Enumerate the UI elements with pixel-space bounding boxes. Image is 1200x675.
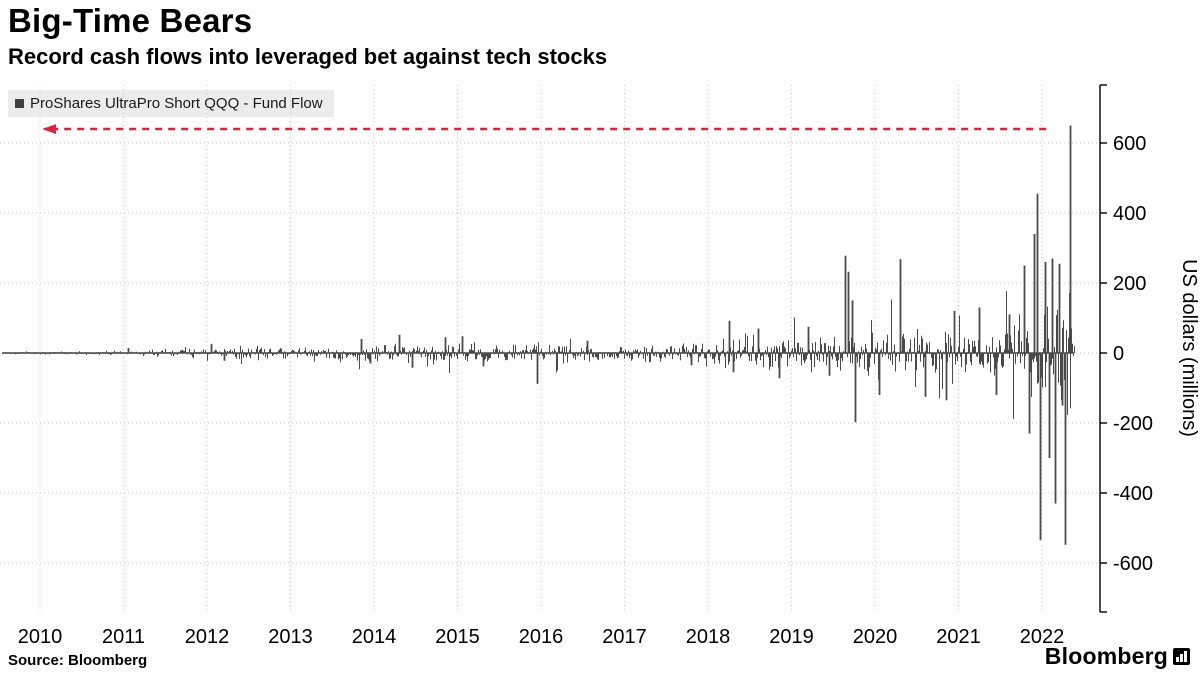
y-tick-label: 600	[1113, 133, 1146, 155]
x-tick-label: 2016	[519, 626, 564, 648]
bloomberg-logo: Bloomberg	[1045, 643, 1190, 670]
bloomberg-logo-text: Bloomberg	[1044, 643, 1168, 669]
x-tick-label: 2011	[102, 626, 145, 648]
x-tick-label: 2015	[435, 626, 480, 648]
source-text: Source: Bloomberg	[8, 652, 148, 669]
chart-subtitle: Record cash flows into leveraged bet aga…	[8, 44, 608, 69]
x-tick-label: 2022	[1020, 626, 1065, 648]
x-tick-label: 2018	[686, 626, 731, 648]
chart-title: Big-Time Bears	[8, 2, 253, 39]
bars	[2, 125, 1075, 545]
x-axis-labels: 2010 2011 2012 2013 2014 2015 2016 2017 2018 2019…	[18, 626, 1065, 648]
bar-series-path	[2, 291, 1075, 419]
x-tick-label: 2010	[18, 626, 63, 648]
x-tick-label: 2012	[185, 626, 230, 648]
x-tick-label: 2020	[853, 626, 898, 648]
notable-bars-path	[127, 125, 1072, 545]
x-tick-label: 2013	[268, 626, 313, 648]
bloomberg-logo-icon	[1173, 648, 1190, 665]
legend: ProShares UltraPro Short QQQ - Fund Flow	[8, 90, 334, 117]
y-tick-label: -200	[1113, 413, 1153, 435]
legend-label: ProShares UltraPro Short QQQ - Fund Flow	[30, 95, 323, 112]
y-tick-label: 0	[1113, 343, 1124, 365]
x-tick-label: 2017	[602, 626, 647, 648]
y-axis: 600 400 200 0 -200 -400 -600	[1099, 84, 1153, 613]
y-tick-label: -600	[1113, 553, 1153, 575]
x-tick-label: 2014	[352, 626, 397, 648]
y-tick-label: 200	[1113, 273, 1146, 295]
y-tick-label: 400	[1113, 203, 1146, 225]
legend-marker-icon	[15, 99, 24, 108]
y-tick-label: -400	[1113, 483, 1153, 505]
y-axis-title: US dollars (millions)	[1178, 259, 1200, 437]
x-tick-label: 2021	[936, 626, 981, 648]
x-tick-label: 2019	[769, 626, 814, 648]
